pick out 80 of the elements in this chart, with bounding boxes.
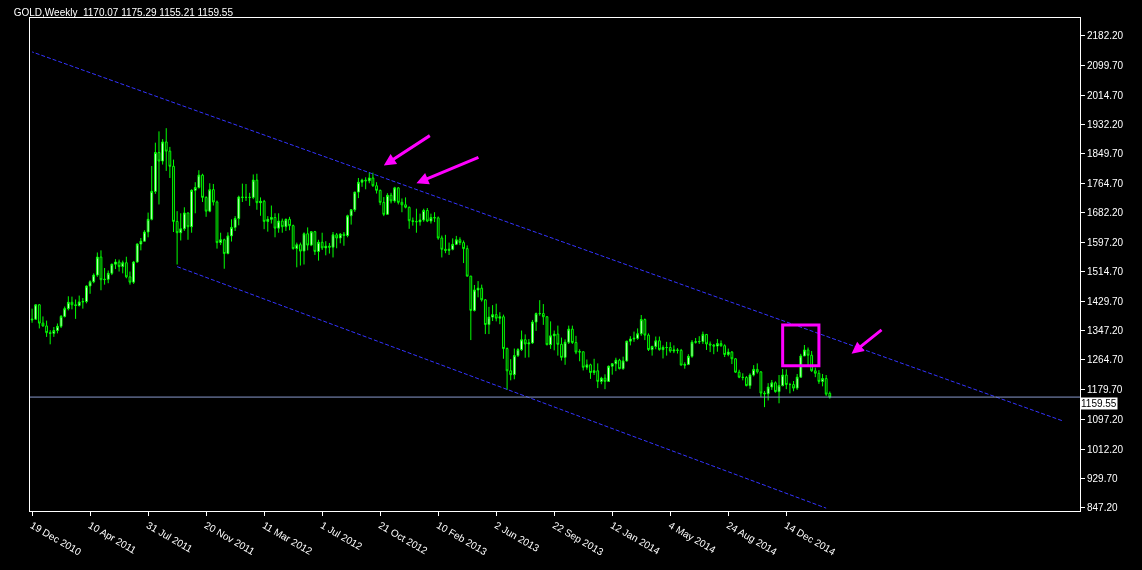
y-tick-label: 847.20 [1087, 501, 1119, 513]
y-tick-label: 1682.20 [1087, 207, 1124, 219]
candlestick [157, 130, 161, 205]
candlestick [422, 208, 426, 223]
candlestick [665, 341, 669, 357]
x-tick-label: 22 Sep 2013 [550, 519, 606, 558]
y-tick-label: 2182.20 [1087, 30, 1124, 42]
candlestick [386, 192, 389, 216]
x-tick-label: 10 Feb 2013 [434, 519, 490, 558]
candlestick [284, 218, 288, 232]
candlestick [668, 341, 672, 354]
x-tick-label: 20 Nov 2011 [202, 519, 257, 558]
candlestick [277, 212, 281, 234]
y-tick-label: 1264.70 [1087, 354, 1124, 366]
y-tick-label: 1849.70 [1087, 147, 1124, 159]
y-tick-label: 1347.20 [1087, 325, 1124, 337]
y-tick-label: 1179.70 [1087, 384, 1123, 396]
y-tick-label: 929.70 [1087, 472, 1119, 484]
candlestick [454, 235, 458, 246]
x-tick-label: 31 Jul 2011 [144, 519, 195, 555]
candlestick [639, 314, 643, 337]
candlestick [338, 232, 342, 244]
candlestick [679, 348, 683, 366]
candlestick [121, 260, 125, 274]
candlestick [549, 320, 552, 350]
x-tick-label: 2 Jun 2013 [492, 519, 542, 555]
candlestick [697, 335, 701, 345]
x-tick-label: 19 Dec 2010 [28, 519, 84, 558]
candlestick [262, 199, 266, 230]
candlestick [425, 207, 429, 223]
candlestick [632, 331, 636, 343]
candlestick [331, 231, 335, 258]
candlestick [451, 237, 455, 251]
candlestick [745, 375, 748, 387]
candlestick [672, 344, 676, 354]
candlestick [581, 351, 585, 371]
candlestick [512, 348, 516, 380]
y-tick-label: 1597.20 [1087, 237, 1124, 249]
candlestick [614, 357, 618, 372]
candlestick [596, 362, 600, 389]
candlestick [705, 333, 708, 351]
candlestick [444, 234, 447, 254]
candlestick [817, 369, 821, 385]
x-tick-label: 10 Apr 2011 [86, 519, 139, 556]
candlestick [99, 249, 103, 291]
y-tick-label: 1764.70 [1087, 177, 1124, 189]
x-tick-label: 24 Aug 2014 [724, 519, 780, 558]
candlestick [415, 208, 418, 234]
candlestick [589, 363, 592, 380]
candlestick [723, 343, 727, 358]
candlestick [74, 298, 77, 320]
candlestick [556, 325, 560, 357]
candlestick [824, 374, 828, 397]
x-tick-label: 21 Oct 2012 [376, 519, 430, 557]
candlestick [364, 176, 368, 190]
x-tick-label: 4 May 2014 [666, 519, 718, 556]
candlestick [393, 186, 397, 204]
y-tick-label: 1012.20 [1087, 443, 1124, 455]
candlestick [712, 343, 716, 355]
x-tick-label: 14 Dec 2014 [782, 519, 838, 558]
chart-title: GOLD,Weekly 1170.07 1175.29 1155.21 1159.55 [13, 6, 234, 18]
y-tick-label: 1932.20 [1087, 118, 1124, 130]
y-tick-label: 1429.70 [1087, 296, 1124, 308]
x-tick-label: 1 Jul 2012 [318, 519, 365, 553]
candlestick [37, 303, 41, 329]
candlestick [618, 358, 621, 370]
candlestick [523, 333, 527, 359]
y-tick-label: 2014.70 [1087, 89, 1124, 101]
candlestick [208, 182, 212, 213]
x-tick-label: 11 Mar 2012 [260, 519, 315, 557]
y-tick-label: 1514.70 [1087, 266, 1124, 278]
y-tick-label: 2099.70 [1087, 59, 1124, 71]
candlestick [302, 231, 306, 265]
ref-line-label: 1159.55 [1081, 398, 1117, 409]
candlestick [117, 259, 121, 273]
x-tick-label: 12 Jan 2014 [608, 519, 663, 557]
candlestick [784, 368, 788, 390]
candlestick [494, 303, 498, 322]
candlestick [716, 338, 719, 353]
y-tick-label: 1097.20 [1087, 413, 1124, 425]
